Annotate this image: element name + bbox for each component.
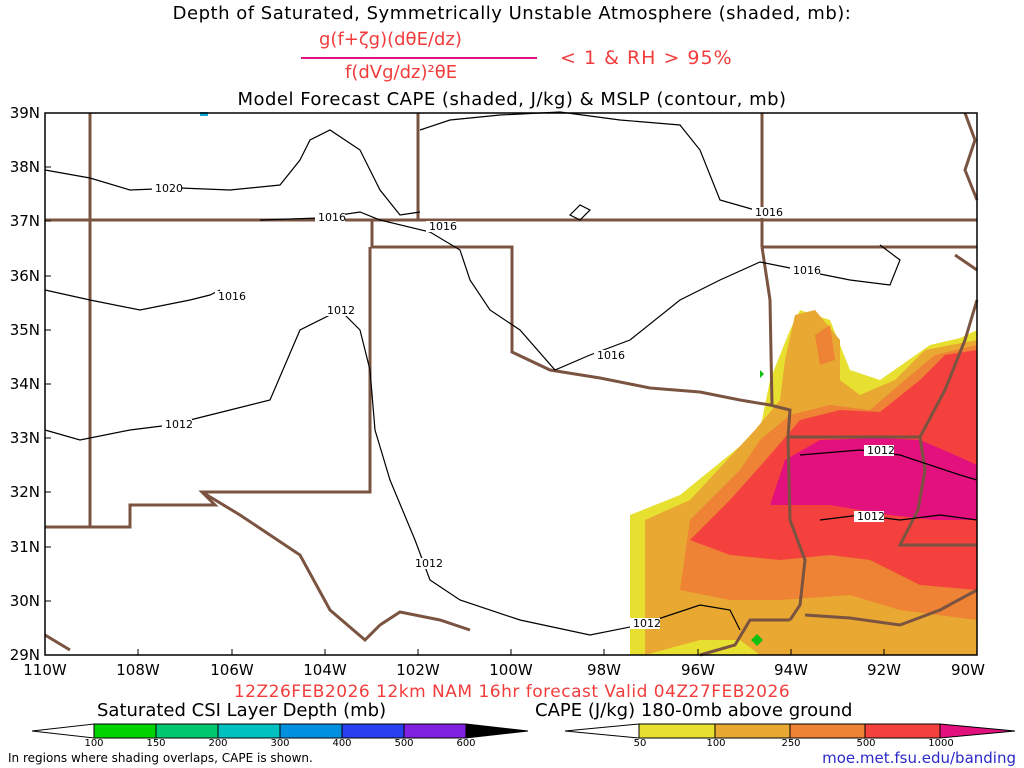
- cape-tick: 250: [781, 738, 801, 749]
- cape-tick: 100: [706, 738, 726, 749]
- csi-tick: 600: [456, 738, 476, 749]
- isobar-label: 1016: [429, 220, 457, 233]
- csi-tick: 400: [332, 738, 352, 749]
- overlap-note: In regions where shading overlaps, CAPE …: [8, 751, 313, 765]
- lon-label: 98W: [587, 661, 621, 679]
- lon-label: 90W: [951, 661, 985, 679]
- lat-label: 37N: [9, 212, 40, 230]
- lon-label: 94W: [774, 661, 808, 679]
- isobar-label: 1016: [755, 206, 783, 219]
- cape-legend-title: CAPE (J/kg) 180-0mb above ground: [535, 700, 853, 721]
- cape-tick: 500: [856, 738, 876, 749]
- isobar-label: 1016: [793, 264, 821, 277]
- isobar-label: 1012: [857, 510, 885, 523]
- formula-numerator: g(f+ζg)(dθE/dz): [319, 29, 462, 50]
- lat-label: 32N: [9, 483, 40, 501]
- isobar-label: 1012: [327, 304, 355, 317]
- csi-tick: 500: [394, 738, 414, 749]
- lat-label: 35N: [9, 321, 40, 339]
- csi-tick: 150: [146, 738, 166, 749]
- isobar-label: 1012: [633, 617, 661, 630]
- lon-label: 92W: [867, 661, 901, 679]
- lat-label: 36N: [9, 267, 40, 285]
- axis-ticks: [45, 112, 885, 655]
- valid-time-line: 12Z26FEB2026 12km NAM 16hr forecast Vali…: [233, 682, 791, 702]
- state-borders: [44, 112, 979, 657]
- lon-label: 110W: [23, 661, 67, 679]
- fraction-bar: [301, 57, 537, 59]
- figure-title: Depth of Saturated, Symmetrically Unstab…: [172, 3, 852, 24]
- csi-colorbar: [31, 723, 529, 739]
- lat-label: 31N: [9, 538, 40, 556]
- formula-condition: < 1 & RH > 95%: [560, 47, 733, 69]
- lat-label: 30N: [9, 592, 40, 610]
- cape-shading: [200, 112, 977, 655]
- isobar-label: 1012: [867, 444, 895, 457]
- lon-label: 106W: [210, 661, 254, 679]
- lon-label: 102W: [396, 661, 440, 679]
- isobar-label: 1012: [415, 557, 443, 570]
- figure-subtitle: Model Forecast CAPE (shaded, J/kg) & MSL…: [237, 89, 787, 110]
- lat-label: 34N: [9, 375, 40, 393]
- lat-label: 29N: [9, 646, 40, 664]
- isobar-label: 1016: [318, 211, 346, 224]
- source-url[interactable]: moe.met.fsu.edu/banding: [822, 749, 1016, 767]
- lon-label: 104W: [303, 661, 347, 679]
- lon-label: 108W: [116, 661, 160, 679]
- formula-denominator: f(dVg/dz)²θE: [345, 62, 458, 83]
- cape-tick: 50: [633, 738, 647, 749]
- csi-legend-title: Saturated CSI Layer Depth (mb): [97, 700, 387, 721]
- isobar-label: 1016: [597, 349, 625, 362]
- lon-label: 100W: [489, 661, 533, 679]
- isobar-label: 1012: [165, 418, 193, 431]
- cape-tick: 1000: [928, 738, 954, 749]
- lat-label: 39N: [9, 104, 40, 122]
- isobar-label-1020: 1020: [155, 182, 183, 195]
- isobar-label: 1016: [218, 290, 246, 303]
- csi-tick: 100: [84, 738, 104, 749]
- cape-colorbar: [564, 723, 1016, 739]
- lon-label: 96W: [681, 661, 715, 679]
- csi-tick: 300: [270, 738, 290, 749]
- lat-label: 33N: [9, 429, 40, 447]
- isobar-labels: 1020 1016 1016 1016 1016 1016 1016 1012 …: [152, 182, 895, 630]
- lat-label: 38N: [9, 158, 40, 176]
- csi-tick: 200: [208, 738, 228, 749]
